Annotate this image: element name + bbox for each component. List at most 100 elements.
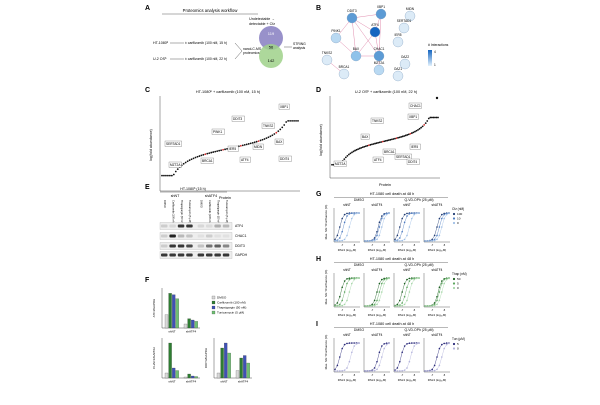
panel-b: B # Interactions 4 1 DDIT3 XBP1 MIDN SERTAD… xyxy=(316,5,449,82)
string-label: STRING xyxy=(293,42,306,46)
protein-label: SERTAD1 xyxy=(166,142,181,146)
dose-legend-label: 10 xyxy=(457,217,461,221)
band-label: GAPDH xyxy=(235,253,248,257)
dose-xlabel: RSL3 (log₁₀M) xyxy=(428,313,446,317)
data-point xyxy=(241,144,244,147)
network-node-label: MZT2A xyxy=(374,61,385,65)
network-node xyxy=(373,50,385,62)
dose-curve xyxy=(394,342,419,371)
bar xyxy=(227,352,231,379)
tick-label: -7 xyxy=(431,373,434,377)
dose-legend-label: 100 xyxy=(457,212,462,216)
legend-max: 4 xyxy=(434,50,436,54)
data-point xyxy=(392,138,395,140)
dose-legend-label: 0 xyxy=(457,286,459,290)
subplot-label: shATF4 xyxy=(372,203,383,207)
protein-label-box xyxy=(372,156,384,163)
dose-curve xyxy=(394,277,420,307)
tick-label: -5 xyxy=(413,373,416,377)
bar xyxy=(168,293,172,329)
protein-label-box xyxy=(409,143,421,150)
network-node xyxy=(392,36,404,48)
panel-h: H HT-1080 cell death at 48 h DMSO Q-VD-OPh … xyxy=(316,256,467,317)
dose-curve xyxy=(364,212,390,242)
bar xyxy=(194,321,198,329)
blot-band xyxy=(222,244,230,248)
bar xyxy=(216,372,221,379)
protein-label: DDIT4 xyxy=(280,157,289,161)
protein-label: IER5 xyxy=(229,147,236,151)
data-point xyxy=(291,119,293,122)
lane-label: Thapsigargin (50 nM) xyxy=(216,200,220,225)
protein-label-box xyxy=(360,133,370,140)
panel-letter-e: E xyxy=(145,184,150,191)
blot-strip xyxy=(159,232,233,240)
data-point xyxy=(293,119,295,122)
tick-label: -7 xyxy=(341,243,344,247)
protein-label-box xyxy=(407,113,419,120)
protein-label-box xyxy=(261,122,275,129)
data-point xyxy=(226,147,228,150)
data-point xyxy=(357,148,360,151)
data-point xyxy=(249,142,252,145)
blot-band xyxy=(206,224,213,228)
band-label: CHAC1 xyxy=(235,234,247,238)
data-point xyxy=(218,149,221,152)
subplot-label: shNT xyxy=(403,333,411,337)
panel-letter: H xyxy=(316,256,321,263)
blot-band xyxy=(214,224,221,228)
protein-label-box xyxy=(274,138,284,145)
data-point xyxy=(386,139,389,142)
data-point xyxy=(224,148,226,151)
bar xyxy=(187,373,191,379)
dose-xlabel: RSL3 (log₁₀M) xyxy=(398,378,416,382)
data-point xyxy=(406,134,409,136)
panel-letter-b: B xyxy=(316,5,321,12)
legend-label: Tunicamycin (5 μM) xyxy=(217,311,244,315)
network-node xyxy=(399,58,411,70)
dose-curve xyxy=(334,342,359,370)
data-point xyxy=(374,142,376,145)
legend-swatch xyxy=(211,300,216,305)
data-point xyxy=(421,125,424,128)
legend-label: Carfilzomib (100 nM) xyxy=(217,301,246,305)
data-point xyxy=(351,151,353,154)
data-point xyxy=(216,150,219,153)
data-point xyxy=(186,160,189,163)
tick-label: -5 xyxy=(413,243,416,247)
blot-band xyxy=(161,224,168,228)
tick-label: -7 xyxy=(401,308,404,312)
subplot-label: shNT xyxy=(403,203,411,207)
data-point xyxy=(202,153,205,156)
data-point xyxy=(265,137,268,140)
protein-label-box xyxy=(333,160,347,167)
lane-label: Thapsigargin (50 nM) xyxy=(180,200,184,225)
data-point xyxy=(358,147,361,150)
panel-title: HT-1080 cell death at 48 h xyxy=(370,322,415,326)
network-node xyxy=(346,12,358,24)
data-point xyxy=(267,136,270,139)
protein-label-box xyxy=(200,157,214,164)
interactions-colorbar xyxy=(428,50,432,66)
dose-legend-marker xyxy=(452,277,456,281)
protein-label: MZT2A xyxy=(335,162,346,166)
dose-curve xyxy=(335,212,360,242)
data-point xyxy=(190,158,193,161)
legend-swatch xyxy=(211,305,216,310)
bar xyxy=(164,372,169,379)
network-node xyxy=(375,8,387,20)
dose-legend-marker xyxy=(452,347,456,350)
bar xyxy=(175,298,179,329)
blot-band xyxy=(161,234,168,238)
blot-band xyxy=(169,244,176,248)
network-edge xyxy=(378,13,382,57)
network-node-label: MIDN xyxy=(406,7,415,11)
legend-swatch xyxy=(211,295,216,300)
tick-label: -7 xyxy=(431,308,434,312)
data-point xyxy=(375,142,378,145)
tick-label: -7 xyxy=(371,243,374,247)
blot-band xyxy=(169,224,176,228)
data-point xyxy=(273,133,276,135)
data-point xyxy=(239,144,242,147)
protein-label: XBP1 xyxy=(280,105,288,109)
